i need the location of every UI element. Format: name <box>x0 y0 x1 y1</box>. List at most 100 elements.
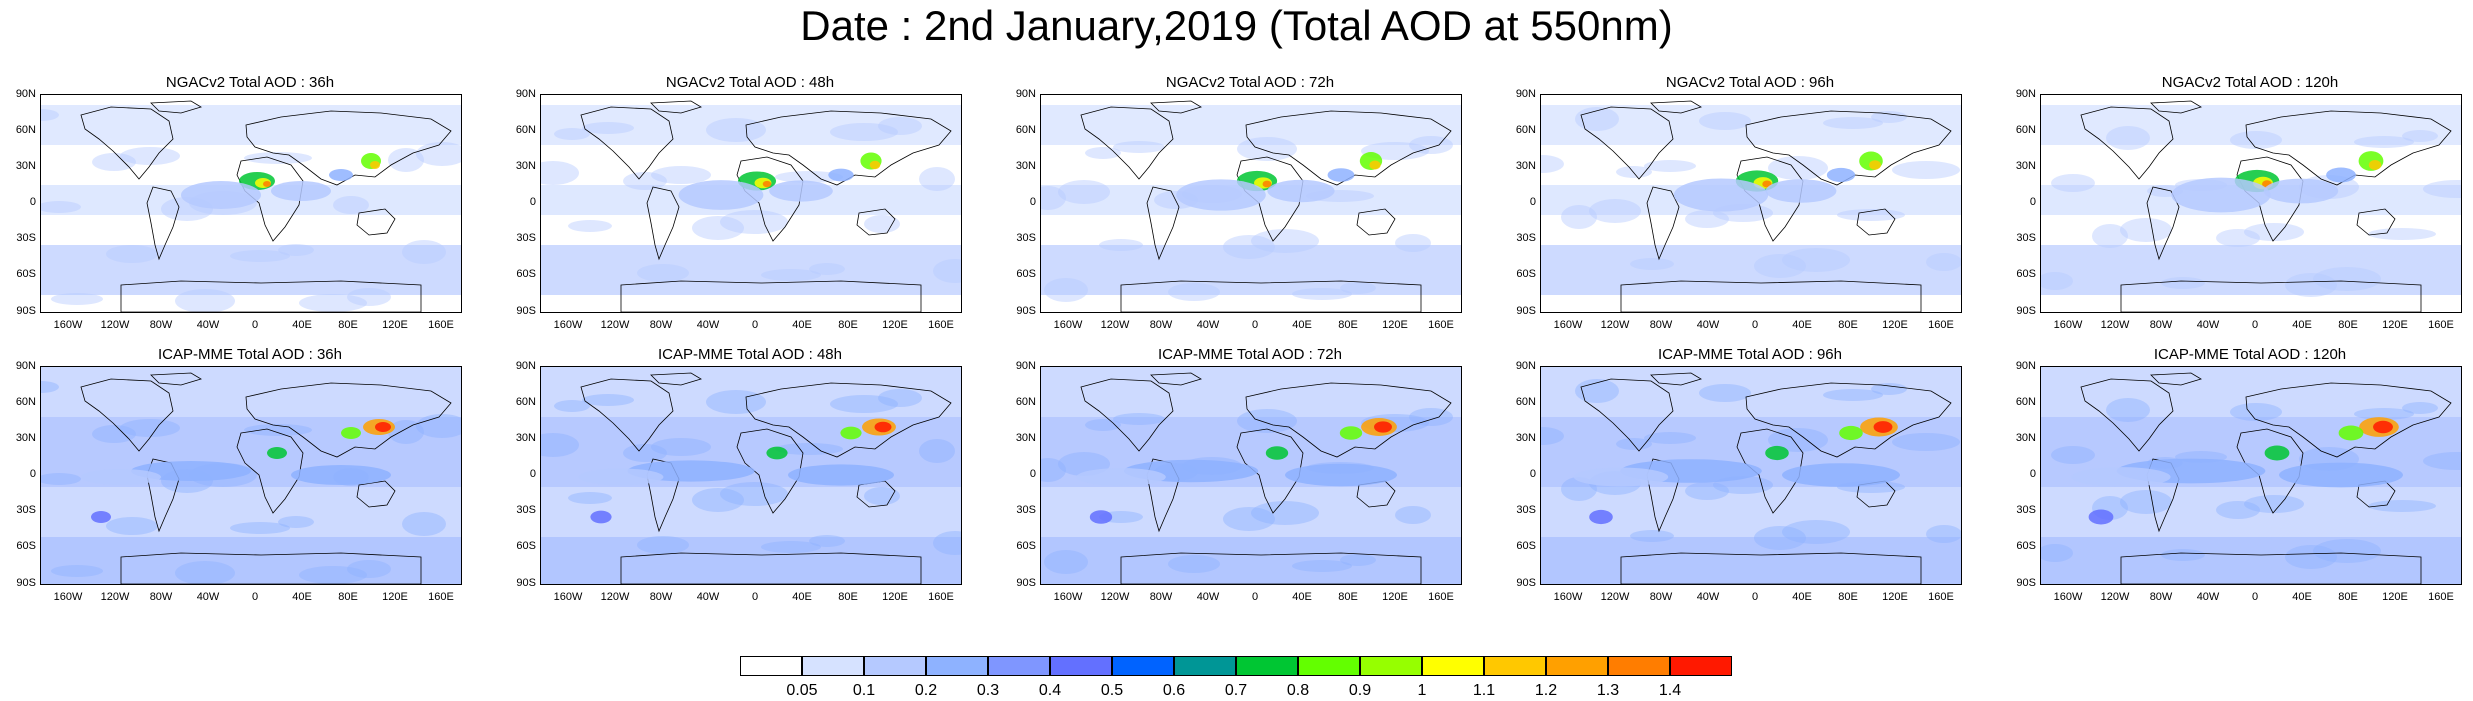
colorbar-swatch <box>988 656 1050 676</box>
longitude-tick-label: 160W <box>1553 591 1583 603</box>
longitude-tick-label: 40W <box>1196 319 1220 331</box>
latitude-tick-label: 30N <box>1515 160 1536 172</box>
latitude-tick-label: 90S <box>16 305 36 317</box>
map-plot-area <box>540 94 962 313</box>
latitude-tick-label: 60S <box>16 540 36 552</box>
map-panel: ICAP-MME Total AOD : 36h 90N 60N 30N 0 30S 60S… <box>0 346 470 611</box>
latitude-tick-label: 0 <box>1029 468 1036 480</box>
longitude-tick-label: 120E <box>882 319 908 331</box>
longitude-tick-label: 120E <box>382 319 408 331</box>
panel-title: ICAP-MME Total AOD : 36h <box>158 346 342 363</box>
longitude-tick-label: 160W <box>53 319 83 331</box>
map-panel: ICAP-MME Total AOD : 120h 90N 60N 30N 0 30S 60… <box>2000 346 2470 611</box>
longitude-tick-label: 80W <box>1149 319 1173 331</box>
colorbar-tick-label: 0.4 <box>1038 682 1062 699</box>
latitude-tick-label: 0 <box>2029 196 2036 208</box>
longitude-tick-label: 0 <box>751 591 759 603</box>
latitude-tick-label: 30N <box>15 160 36 172</box>
latitude-tick-label: 60N <box>515 124 536 136</box>
aod-map <box>2041 367 2461 584</box>
longitude-tick-label: 40W <box>696 591 720 603</box>
longitude-tick-label: 160W <box>53 591 83 603</box>
map-panel: NGACv2 Total AOD : 36h 90N 60N 30N 0 30S 60S 90… <box>0 74 470 339</box>
map-panel: ICAP-MME Total AOD : 72h 90N 60N 30N 0 30S 60S… <box>1000 346 1470 611</box>
longitude-tick-label: 160E <box>2428 319 2454 331</box>
longitude-tick-label: 40E <box>292 591 312 603</box>
colorbar-swatch <box>740 656 802 676</box>
longitude-tick-label: 40E <box>1292 319 1312 331</box>
longitude-tick-label: 80W <box>1149 591 1173 603</box>
latitude-tick-label: 90S <box>516 577 536 589</box>
colorbar-swatch <box>864 656 926 676</box>
longitude-tick-label: 0 <box>251 591 259 603</box>
latitude-tick-label: 30N <box>2015 432 2036 444</box>
latitude-tick-label: 30N <box>515 160 536 172</box>
longitude-tick-label: 0 <box>2251 591 2259 603</box>
longitude-tick-label: 0 <box>1751 591 1759 603</box>
longitude-tick-label: 120E <box>1382 591 1408 603</box>
colorbar-swatch <box>926 656 988 676</box>
latitude-tick-label: 0 <box>29 196 36 208</box>
colorbar-tick-label: 1.3 <box>1596 682 1620 699</box>
longitude-tick-label: 40W <box>1696 591 1720 603</box>
longitude-tick-label: 80E <box>2338 591 2358 603</box>
colorbar-tick-label: 0.8 <box>1286 682 1310 699</box>
longitude-tick-label: 80W <box>649 591 673 603</box>
colorbar-swatch <box>1670 656 1732 676</box>
latitude-tick-label: 0 <box>1529 196 1536 208</box>
map-plot-area <box>1540 366 1962 585</box>
map-panel: NGACv2 Total AOD : 96h 90N 60N 30N 0 30S 60S 90… <box>1500 74 1970 339</box>
panel-title: ICAP-MME Total AOD : 72h <box>1158 346 1342 363</box>
longitude-tick-label: 80E <box>838 591 858 603</box>
longitude-tick-label: 80E <box>1838 319 1858 331</box>
colorbar-swatch <box>1360 656 1422 676</box>
colorbar-tick-label: 0.7 <box>1224 682 1248 699</box>
latitude-tick-label: 0 <box>529 468 536 480</box>
colorbar-tick-label: 0.05 <box>786 682 818 699</box>
longitude-tick-label: 160W <box>1053 319 1083 331</box>
figure-title: Date : 2nd January,2019 (Total AOD at 55… <box>800 2 1673 49</box>
latitude-tick-label: 60S <box>2016 540 2036 552</box>
latitude-tick-label: 60N <box>1015 396 1036 408</box>
aod-map <box>1541 95 1961 312</box>
longitude-tick-label: 40E <box>2292 319 2312 331</box>
longitude-tick-label: 160W <box>553 319 583 331</box>
longitude-tick-label: 80W <box>1649 319 1673 331</box>
longitude-tick-label: 160E <box>928 319 954 331</box>
panel-title: NGACv2 Total AOD : 96h <box>1665 74 1835 91</box>
longitude-tick-label: 40W <box>696 319 720 331</box>
map-panel: ICAP-MME Total AOD : 96h 90N 60N 30N 0 30S 60S… <box>1500 346 1970 611</box>
latitude-tick-label: 60S <box>1016 268 1036 280</box>
longitude-tick-label: 0 <box>2251 319 2259 331</box>
map-plot-area <box>2040 94 2462 313</box>
aod-map <box>1041 367 1461 584</box>
latitude-tick-label: 30N <box>2015 160 2036 172</box>
longitude-tick-label: 80E <box>338 591 358 603</box>
longitude-tick-label: 80E <box>1338 591 1358 603</box>
latitude-tick-label: 60S <box>1516 268 1536 280</box>
aod-map <box>1041 95 1461 312</box>
panel-title: NGACv2 Total AOD : 36h <box>165 74 335 91</box>
map-panel: NGACv2 Total AOD : 120h 90N 60N 30N 0 30S 60S 9… <box>2000 74 2470 339</box>
latitude-tick-label: 60N <box>1515 396 1536 408</box>
latitude-tick-label: 60S <box>1516 540 1536 552</box>
colorbar-tick-label: 1.1 <box>1472 682 1496 699</box>
panel-title: NGACv2 Total AOD : 48h <box>665 74 835 91</box>
longitude-tick-label: 40W <box>196 319 220 331</box>
colorbar-swatch <box>1608 656 1670 676</box>
latitude-tick-label: 60N <box>2015 396 2036 408</box>
longitude-tick-label: 80W <box>149 319 173 331</box>
latitude-tick-label: 90N <box>1515 88 1536 100</box>
latitude-tick-label: 30S <box>16 232 36 244</box>
latitude-tick-label: 90N <box>15 88 36 100</box>
colorbar-swatch <box>1484 656 1546 676</box>
latitude-tick-label: 60S <box>516 540 536 552</box>
map-plot-area <box>1540 94 1962 313</box>
longitude-tick-label: 160E <box>1428 591 1454 603</box>
aod-map <box>541 367 961 584</box>
longitude-tick-label: 80E <box>338 319 358 331</box>
panel-title: ICAP-MME Total AOD : 96h <box>1658 346 1842 363</box>
map-plot-area <box>40 94 462 313</box>
longitude-tick-label: 160E <box>428 591 454 603</box>
latitude-tick-label: 60N <box>1015 124 1036 136</box>
